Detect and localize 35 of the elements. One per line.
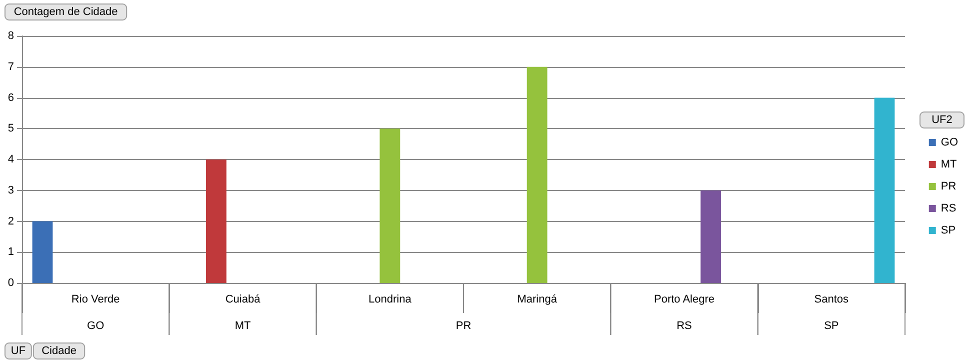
chart-title: Contagem de Cidade <box>14 6 118 18</box>
text: GO <box>87 320 104 332</box>
y-tick-label: 3 <box>8 184 14 196</box>
bar <box>526 66 548 283</box>
legend-label: PR <box>940 180 956 192</box>
text: UF <box>10 345 26 357</box>
x-tick-label: Maringá <box>517 294 558 306</box>
x-tick-label: Porto Alegre <box>654 294 715 306</box>
text: PR <box>456 320 472 332</box>
legend-label: SP <box>940 224 956 236</box>
y-tick-label: 1 <box>8 246 14 258</box>
y-tick-label: 4 <box>8 154 14 166</box>
x-tick-label: Cuiabá <box>225 294 262 306</box>
text: MT <box>234 320 251 332</box>
bar <box>874 98 895 283</box>
y-tick-label: 0 <box>8 277 14 289</box>
y-tick-label: 2 <box>8 215 14 228</box>
y-tick-label: 7 <box>8 60 14 73</box>
text: RS <box>676 320 692 332</box>
y-tick-label: 8 <box>8 30 14 42</box>
text: SP <box>824 320 839 332</box>
x-tick-label: Santos <box>814 294 850 306</box>
legend-label: GO <box>940 136 958 148</box>
legend-title: UF2 <box>932 114 952 126</box>
legend-label: RS <box>940 202 956 214</box>
y-tick-label: 5 <box>8 122 14 135</box>
bar <box>700 190 721 283</box>
bar <box>206 160 226 283</box>
x-tick-label: Londrina <box>368 294 412 306</box>
x-tick-label: Rio Verde <box>71 294 120 306</box>
bar <box>32 221 53 283</box>
y-tick-label: 6 <box>8 92 14 104</box>
bar <box>380 128 400 283</box>
legend-label: MT <box>940 158 958 170</box>
text: Cidade <box>42 345 76 357</box>
